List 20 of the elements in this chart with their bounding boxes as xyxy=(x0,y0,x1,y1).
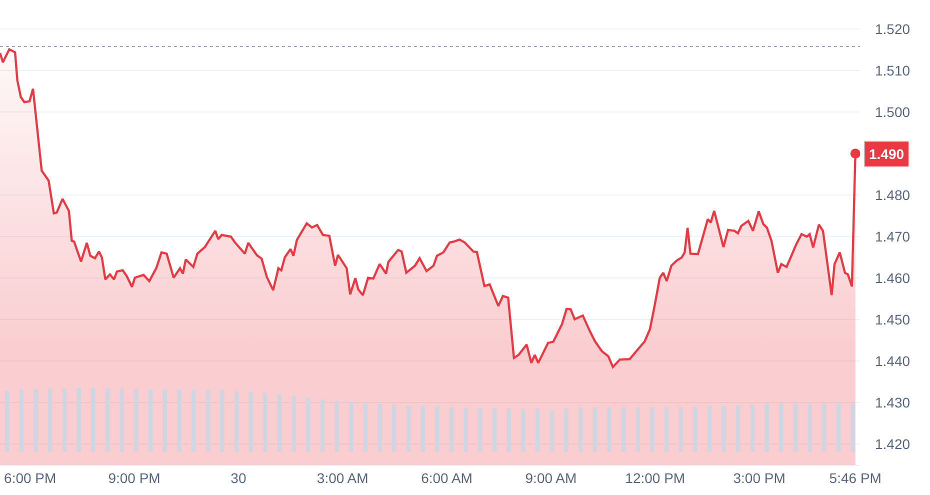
annotation: 1.490 xyxy=(869,146,904,162)
x-tick-label: 6:00 PM xyxy=(4,470,56,486)
y-tick-label: 1.420 xyxy=(875,436,910,452)
y-tick-label: 1.500 xyxy=(875,104,910,120)
y-tick-label: 1.460 xyxy=(875,270,910,286)
y-tick-label: 1.480 xyxy=(875,187,910,204)
x-tick-label: 12:00 PM xyxy=(625,470,686,486)
y-tick-label: 1.510 xyxy=(875,62,910,78)
y-tick-label: 1.430 xyxy=(875,394,910,411)
x-tick-label: 30 xyxy=(230,470,246,486)
x-tick-label: 6:00 AM xyxy=(421,470,472,486)
x-tick-label: 3:00 PM xyxy=(733,470,786,486)
x-tick-label: 3:00 AM xyxy=(316,470,368,486)
x-tick-label: 5:46 PM xyxy=(829,470,882,486)
y-tick-label: 1.470 xyxy=(875,228,910,245)
x-tick-label: 9:00 PM xyxy=(108,470,160,486)
x-tick-label: 9:00 AM xyxy=(525,470,577,486)
y-tick-label: 1.450 xyxy=(875,312,910,328)
y-tick-label: 1.520 xyxy=(875,20,910,37)
y-tick-label: 1.440 xyxy=(875,353,910,370)
